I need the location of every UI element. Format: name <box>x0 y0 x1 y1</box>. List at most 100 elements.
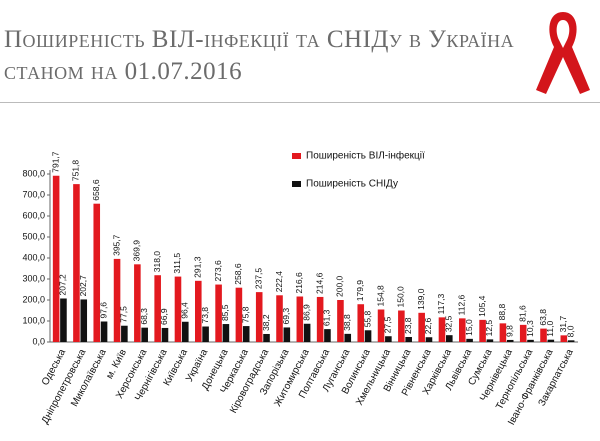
bar <box>141 327 148 342</box>
value-label: 222,4 <box>274 271 284 293</box>
bar <box>527 339 534 342</box>
value-label: 32,5 <box>444 315 454 332</box>
bar <box>479 319 486 342</box>
bar <box>113 258 121 342</box>
value-label: 38,2 <box>261 314 271 331</box>
value-label: 81,6 <box>517 305 527 322</box>
bar <box>73 184 80 342</box>
value-label: 96,4 <box>180 302 190 319</box>
bar <box>357 304 365 342</box>
bar <box>242 326 250 342</box>
bar <box>337 300 344 342</box>
bar <box>377 309 385 342</box>
bar <box>398 310 405 342</box>
value-label: 68,3 <box>139 308 149 325</box>
bar <box>324 329 331 342</box>
value-label: 273,6 <box>213 260 223 282</box>
y-tick-label: 100,0 <box>22 315 45 325</box>
value-label: 751,8 <box>71 160 81 182</box>
value-label: 88,8 <box>497 304 507 321</box>
value-label: 117,3 <box>436 293 446 314</box>
y-tick-label: 400,0 <box>22 252 45 262</box>
value-label: 658,6 <box>91 179 101 201</box>
bar <box>134 264 141 342</box>
value-label: 97,6 <box>98 302 108 319</box>
value-label: 61,3 <box>322 309 332 326</box>
bar <box>215 284 222 342</box>
value-label: 63,8 <box>538 309 548 326</box>
bar <box>486 339 494 342</box>
bar <box>519 324 527 342</box>
bar <box>154 275 161 342</box>
value-label: 395,7 <box>111 234 121 256</box>
legend-label: Поширеність ВІЛ-інфекції <box>306 150 425 162</box>
bar <box>418 312 425 342</box>
value-label: 66,9 <box>159 308 169 325</box>
value-label: 207,2 <box>58 274 68 296</box>
value-label: 214,6 <box>314 272 324 294</box>
bar <box>100 321 108 342</box>
value-label: 11,0 <box>545 321 555 337</box>
bar <box>263 333 270 342</box>
bar <box>458 318 466 342</box>
bar <box>364 330 372 342</box>
bar <box>182 321 189 342</box>
value-label: 311,5 <box>172 253 182 274</box>
value-label: 55,8 <box>362 310 372 327</box>
value-label: 38,8 <box>342 314 352 331</box>
bar <box>174 276 182 342</box>
value-label: 154,8 <box>375 285 385 307</box>
bar <box>255 292 263 342</box>
bar <box>93 203 101 342</box>
value-label: 75,8 <box>240 306 250 323</box>
bar <box>344 333 352 342</box>
value-label: 15,0 <box>464 319 474 336</box>
title-rule <box>0 102 600 103</box>
bar <box>121 325 128 342</box>
value-label: 318,0 <box>152 251 162 273</box>
value-label: 73,8 <box>200 307 210 324</box>
bar <box>466 338 473 342</box>
y-tick-label: 0,0 <box>32 336 45 346</box>
bar <box>425 337 433 342</box>
bar <box>316 296 324 342</box>
value-label: 69,3 <box>281 308 291 325</box>
value-label: 202,7 <box>78 275 88 297</box>
value-label: 85,5 <box>220 304 230 321</box>
bar <box>547 339 555 342</box>
value-label: 791,7 <box>50 151 60 173</box>
bar <box>385 336 392 342</box>
value-label: 150,0 <box>396 286 406 308</box>
bar <box>446 335 453 342</box>
bar <box>303 323 311 342</box>
value-label: 31,7 <box>558 316 568 333</box>
bar <box>506 339 514 342</box>
value-label: 179,9 <box>355 280 365 302</box>
value-label: 139,0 <box>416 288 426 310</box>
legend-swatch <box>292 181 301 187</box>
legend-label: Поширеність СНІДу <box>306 179 398 190</box>
value-label: 8,0 <box>565 325 575 337</box>
bar <box>405 337 412 342</box>
bar <box>276 295 283 342</box>
value-label: 12,5 <box>484 320 494 337</box>
bar <box>540 328 547 342</box>
value-label: 369,9 <box>132 240 142 262</box>
value-label: 258,6 <box>233 263 243 285</box>
bar <box>560 335 568 342</box>
value-label: 105,4 <box>477 295 487 317</box>
y-tick-label: 700,0 <box>22 189 45 199</box>
legend-swatch <box>292 153 301 159</box>
value-label: 9,8 <box>504 325 514 337</box>
value-label: 237,5 <box>253 268 263 290</box>
value-label: 23,8 <box>403 317 413 334</box>
y-tick-label: 800,0 <box>22 168 45 178</box>
y-tick-label: 300,0 <box>22 273 45 283</box>
y-tick-label: 600,0 <box>22 210 45 220</box>
y-tick-label: 500,0 <box>22 231 45 241</box>
value-label: 10,3 <box>525 320 535 337</box>
bar <box>438 317 446 342</box>
value-label: 112,6 <box>457 294 467 315</box>
